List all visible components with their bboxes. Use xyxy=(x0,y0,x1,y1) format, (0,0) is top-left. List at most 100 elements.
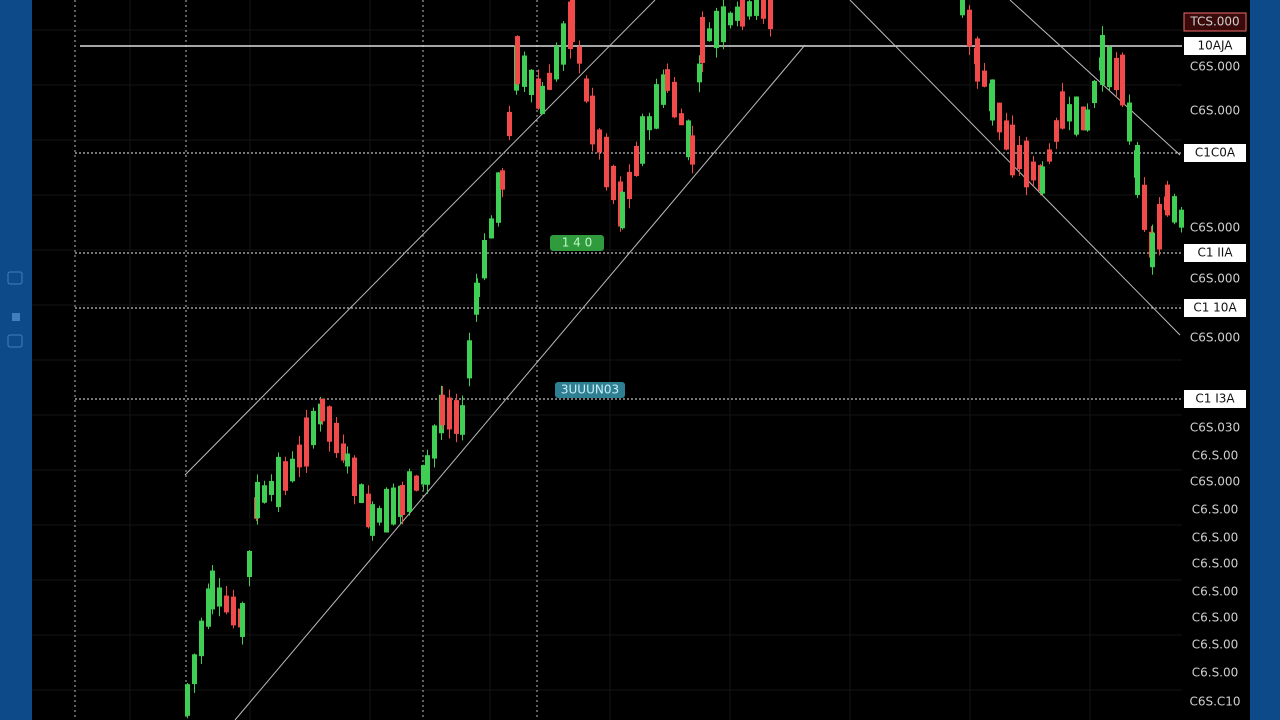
tool-icon[interactable] xyxy=(12,313,20,321)
candle-body xyxy=(500,170,505,190)
candle-body xyxy=(570,0,575,43)
candle-body xyxy=(262,485,267,503)
candle-body xyxy=(352,457,357,497)
price-label: C6.S.00 xyxy=(1192,531,1239,545)
price-label-box xyxy=(1184,299,1246,317)
candle-body xyxy=(290,458,295,482)
candle-body xyxy=(1060,91,1065,129)
right-border xyxy=(1250,0,1280,720)
candle-body xyxy=(728,12,733,26)
candle-body xyxy=(515,36,520,84)
price-label: C6.S.00 xyxy=(1192,585,1239,599)
price-label: C6S.000 xyxy=(1190,272,1240,286)
candle-body xyxy=(634,146,639,176)
candle-body xyxy=(474,282,479,315)
candle-body xyxy=(359,484,364,503)
candle-body xyxy=(345,453,350,467)
candle-body xyxy=(320,398,325,422)
candle-body xyxy=(366,493,371,528)
candle-body xyxy=(1165,184,1170,216)
candle-body xyxy=(577,46,582,64)
candle-body xyxy=(1081,106,1086,131)
price-label: C6.S.00 xyxy=(1192,449,1239,463)
candle-body xyxy=(620,191,625,229)
candle-body xyxy=(672,81,677,118)
candle-body xyxy=(447,397,452,430)
candle-body xyxy=(747,1,752,17)
candle-body xyxy=(735,6,740,21)
candle-body xyxy=(1157,203,1162,250)
price-label: C6S.000 xyxy=(1190,475,1240,489)
candle-body xyxy=(700,17,705,63)
candle-body xyxy=(1054,120,1059,142)
candle-body xyxy=(554,45,559,80)
price-label: C6.S.00 xyxy=(1192,557,1239,571)
price-label: TCS.000 xyxy=(1189,15,1239,29)
candle-body xyxy=(370,504,375,536)
candle-body xyxy=(1120,54,1125,106)
candle-body xyxy=(661,74,666,105)
trend-line xyxy=(234,44,806,720)
price-label-box xyxy=(1184,390,1246,408)
candle-body xyxy=(1074,96,1079,135)
badge xyxy=(550,235,604,251)
price-label-box xyxy=(1184,244,1246,262)
price-label: C6S.000 xyxy=(1190,331,1240,345)
tool-icon[interactable] xyxy=(7,271,23,285)
candle-body xyxy=(536,78,541,109)
candle-body xyxy=(597,129,602,153)
candle-body xyxy=(1179,209,1184,228)
price-label: 10AJA xyxy=(1197,39,1233,53)
candle-body xyxy=(721,6,726,43)
candle-body xyxy=(440,394,445,426)
candle-body xyxy=(584,78,589,102)
candle-body xyxy=(1024,140,1029,188)
candle-body xyxy=(467,340,472,379)
price-label-box xyxy=(1183,12,1247,32)
candle-body xyxy=(665,69,670,91)
candle-body xyxy=(432,425,437,459)
candle-body xyxy=(391,487,396,525)
candle-body xyxy=(1085,109,1090,131)
candle-body xyxy=(247,550,252,578)
tool-icon[interactable] xyxy=(7,334,23,348)
candle-body xyxy=(400,484,405,516)
candle-body xyxy=(686,120,691,158)
candle-body xyxy=(507,111,512,137)
candle-body xyxy=(967,9,972,47)
candle-body xyxy=(640,116,645,164)
candle-body xyxy=(283,461,288,491)
candle-body xyxy=(1114,57,1119,91)
candle-body xyxy=(522,55,527,87)
candle-body xyxy=(982,70,987,87)
candle-body xyxy=(679,113,684,126)
candle-body xyxy=(475,282,480,298)
candles: 1 4 0 3UUUN03 xyxy=(185,0,1184,719)
candle-body xyxy=(327,406,332,442)
candle-body xyxy=(697,63,702,83)
price-label-box xyxy=(1184,144,1246,162)
candle-body xyxy=(561,23,566,65)
price-label: C1 IIA xyxy=(1197,246,1233,260)
candle-body xyxy=(489,218,494,239)
candle-body xyxy=(1031,161,1036,181)
candle-body xyxy=(210,570,215,610)
candle-body xyxy=(240,603,245,637)
candle-body xyxy=(1047,149,1052,162)
candle-body xyxy=(1092,80,1097,104)
trend-line xyxy=(184,0,656,476)
price-label: C6S.000 xyxy=(1190,60,1240,74)
candle-body xyxy=(454,400,459,434)
candle-body xyxy=(1135,145,1140,195)
candle-body xyxy=(1150,232,1155,268)
candle-body xyxy=(185,684,190,716)
candle-body xyxy=(224,595,229,613)
candle-body xyxy=(460,405,465,435)
trend-line xyxy=(1009,0,1181,156)
candle-body xyxy=(334,422,339,454)
price-label: C6S.000 xyxy=(1190,221,1240,235)
price-label: C1 I3A xyxy=(1195,392,1235,406)
candle-body xyxy=(611,165,616,201)
